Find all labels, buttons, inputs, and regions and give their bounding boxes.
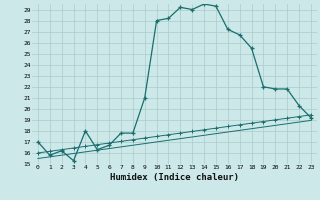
- X-axis label: Humidex (Indice chaleur): Humidex (Indice chaleur): [110, 173, 239, 182]
